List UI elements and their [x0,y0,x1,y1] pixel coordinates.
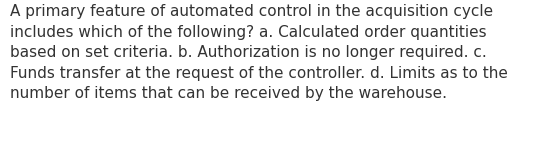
Text: A primary feature of automated control in the acquisition cycle
includes which o: A primary feature of automated control i… [10,4,508,101]
